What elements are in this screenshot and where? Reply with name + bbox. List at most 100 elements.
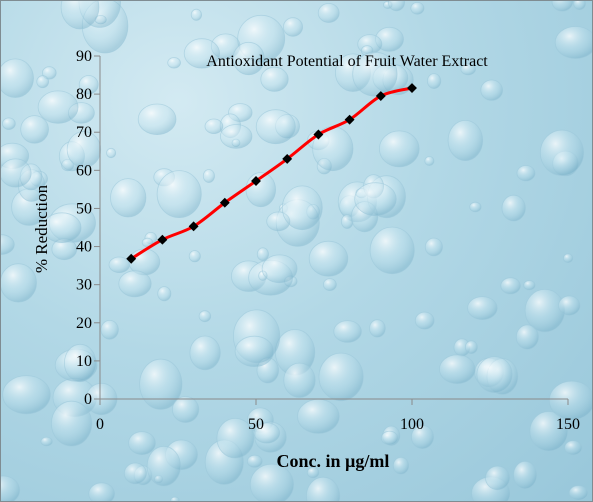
water-drop <box>551 1 574 12</box>
water-drop <box>128 431 156 456</box>
water-drop <box>188 250 201 263</box>
water-drop <box>247 454 263 468</box>
x-tick-label: 50 <box>248 416 264 433</box>
water-drop <box>317 3 340 23</box>
water-drop <box>183 38 220 69</box>
water-drop <box>261 254 298 284</box>
water-drop <box>123 462 147 485</box>
water-drop <box>204 118 224 135</box>
water-drop <box>460 63 476 76</box>
water-drop <box>282 17 303 37</box>
series-line <box>129 86 414 261</box>
water-drop <box>548 380 592 421</box>
water-drop <box>308 240 349 277</box>
y-tick-label: 80 <box>76 86 92 103</box>
water-drop <box>60 1 100 30</box>
water-drop <box>40 436 53 447</box>
water-drop <box>414 311 435 330</box>
water-drop <box>439 354 476 385</box>
water-drop <box>515 324 539 350</box>
water-drop <box>523 280 536 291</box>
water-drop <box>410 2 425 15</box>
water-drop <box>392 456 410 475</box>
water-drop <box>78 75 99 95</box>
water-drop <box>501 194 526 222</box>
water-drop <box>167 57 181 69</box>
water-drop <box>1 58 34 98</box>
water-drop <box>467 296 498 321</box>
x-tick-label: 150 <box>556 416 580 433</box>
water-drop <box>157 286 172 302</box>
water-drop <box>564 440 583 456</box>
water-drop <box>66 131 102 168</box>
y-tick-label: 30 <box>76 277 92 294</box>
water-drop <box>281 185 323 231</box>
x-axis-title: Conc. in µg/ml <box>277 451 390 471</box>
water-drop <box>20 115 49 144</box>
water-drop <box>447 120 484 162</box>
chart-title: Antioxidant Potential of Fruit Water Ext… <box>206 53 488 70</box>
water-drop <box>106 147 117 159</box>
data-point <box>282 153 293 164</box>
water-drop <box>554 26 592 59</box>
water-drop <box>256 247 269 262</box>
water-drop <box>172 396 200 423</box>
water-drop <box>318 352 364 402</box>
water-drop <box>306 476 341 501</box>
water-drop <box>41 66 57 80</box>
water-drop <box>189 335 221 371</box>
axes <box>99 56 568 400</box>
y-tick-label: 10 <box>76 353 92 370</box>
water-drop <box>424 156 435 166</box>
water-drop <box>516 165 536 182</box>
water-drop <box>426 73 442 89</box>
water-drop <box>63 343 97 383</box>
water-drop <box>480 79 504 101</box>
water-drop <box>485 465 511 491</box>
water-drop <box>1 234 15 255</box>
water-drop <box>2 375 51 415</box>
y-tick-label: 0 <box>84 391 92 408</box>
water-drop <box>333 320 362 343</box>
data-point <box>126 253 137 264</box>
water-drop <box>568 485 589 501</box>
axis-ticks: 0 10 20 30 40 50 60 70 80 90 0 50 100 150 <box>76 48 580 433</box>
water-drop <box>118 270 152 298</box>
water-drop <box>1 158 32 188</box>
y-tick-label: 20 <box>76 315 92 332</box>
water-drop <box>424 237 443 257</box>
water-drop <box>234 335 275 367</box>
water-drop <box>198 310 212 323</box>
water-drop <box>100 319 119 340</box>
water-drop <box>352 51 398 97</box>
data-point <box>188 221 199 232</box>
water-drop <box>139 358 183 410</box>
y-axis-title: % Reduction <box>32 184 51 273</box>
y-tick-label: 50 <box>76 200 92 217</box>
water-drop <box>476 356 513 394</box>
data-point <box>251 176 261 186</box>
water-drop <box>513 460 538 490</box>
water-drop <box>88 482 115 501</box>
water-drop <box>297 398 340 434</box>
water-drop <box>558 295 581 316</box>
y-tick-label: 70 <box>76 124 92 141</box>
x-tick-label: 0 <box>96 416 104 433</box>
water-drop <box>156 170 202 219</box>
water-drop <box>255 109 296 145</box>
water-drop <box>137 103 177 136</box>
series-group <box>126 83 417 264</box>
water-drop <box>380 430 399 446</box>
water-drop <box>573 1 586 11</box>
water-drop <box>388 1 405 12</box>
water-drop <box>539 129 585 176</box>
water-drop <box>529 411 569 452</box>
water-drop <box>562 253 574 264</box>
data-point <box>313 129 324 140</box>
water-drop <box>1 263 37 303</box>
water-drop <box>2 117 16 130</box>
water-drop <box>50 400 93 447</box>
